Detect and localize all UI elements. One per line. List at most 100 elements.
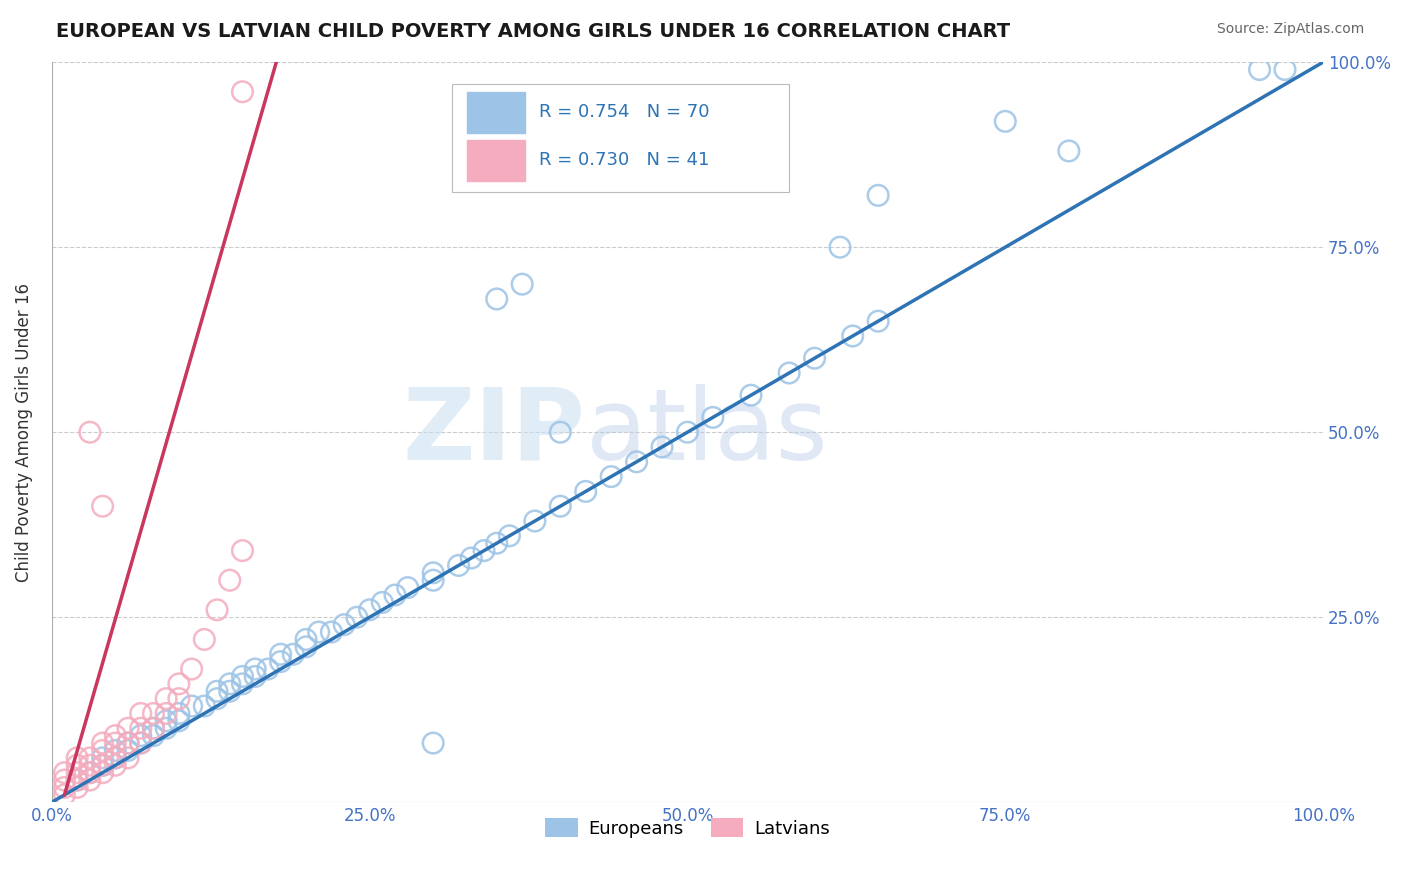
Point — [270, 647, 292, 661]
Point — [651, 440, 673, 454]
Point — [104, 751, 127, 765]
Point — [498, 529, 520, 543]
Point — [371, 595, 394, 609]
Point — [53, 765, 76, 780]
Point — [167, 714, 190, 728]
Point — [104, 729, 127, 743]
Point — [550, 425, 572, 440]
Point — [510, 277, 533, 292]
Point — [79, 773, 101, 788]
Point — [384, 588, 406, 602]
Text: R = 0.754   N = 70: R = 0.754 N = 70 — [538, 103, 709, 121]
Point — [422, 566, 444, 580]
Point — [523, 514, 546, 528]
FancyBboxPatch shape — [467, 140, 524, 181]
Point — [193, 699, 215, 714]
Point — [91, 751, 114, 765]
Point — [485, 536, 508, 550]
Point — [218, 684, 240, 698]
Point — [91, 758, 114, 772]
Point — [91, 736, 114, 750]
Point — [117, 736, 139, 750]
Point — [803, 351, 825, 366]
Point — [346, 610, 368, 624]
Point — [626, 455, 648, 469]
Point — [205, 691, 228, 706]
Point — [167, 691, 190, 706]
Point — [778, 366, 800, 380]
Point — [66, 758, 89, 772]
Point — [129, 706, 152, 721]
Point — [321, 625, 343, 640]
Legend: Europeans, Latvians: Europeans, Latvians — [538, 811, 837, 845]
Point — [155, 714, 177, 728]
Point — [66, 773, 89, 788]
Point — [129, 736, 152, 750]
FancyBboxPatch shape — [453, 85, 789, 192]
Point — [828, 240, 851, 254]
Point — [676, 425, 699, 440]
Point — [117, 721, 139, 735]
Point — [841, 329, 863, 343]
Point — [740, 388, 762, 402]
Point — [205, 684, 228, 698]
Point — [155, 691, 177, 706]
Point — [104, 751, 127, 765]
Point — [283, 647, 305, 661]
FancyBboxPatch shape — [467, 92, 524, 133]
Point — [66, 751, 89, 765]
Point — [155, 721, 177, 735]
Point — [117, 743, 139, 757]
Y-axis label: Child Poverty Among Girls Under 16: Child Poverty Among Girls Under 16 — [15, 283, 32, 582]
Point — [66, 773, 89, 788]
Text: atlas: atlas — [586, 384, 827, 481]
Point — [66, 780, 89, 795]
Point — [53, 788, 76, 802]
Point — [53, 780, 76, 795]
Point — [142, 721, 165, 735]
Text: ZIP: ZIP — [404, 384, 586, 481]
Point — [129, 729, 152, 743]
Point — [142, 706, 165, 721]
Point — [79, 751, 101, 765]
Point — [91, 743, 114, 757]
Text: Source: ZipAtlas.com: Source: ZipAtlas.com — [1216, 22, 1364, 37]
Point — [79, 425, 101, 440]
Point — [231, 677, 253, 691]
Point — [333, 617, 356, 632]
Point — [79, 765, 101, 780]
Point — [868, 188, 890, 202]
Point — [180, 699, 202, 714]
Point — [117, 736, 139, 750]
Point — [702, 410, 724, 425]
Point — [550, 500, 572, 514]
Point — [270, 655, 292, 669]
Point — [308, 625, 330, 640]
Point — [359, 603, 381, 617]
Point — [460, 551, 482, 566]
Point — [447, 558, 470, 573]
Point — [396, 581, 419, 595]
Text: EUROPEAN VS LATVIAN CHILD POVERTY AMONG GIRLS UNDER 16 CORRELATION CHART: EUROPEAN VS LATVIAN CHILD POVERTY AMONG … — [56, 22, 1011, 41]
Point — [91, 500, 114, 514]
Point — [142, 721, 165, 735]
Point — [104, 758, 127, 772]
Point — [167, 706, 190, 721]
Point — [422, 736, 444, 750]
Point — [79, 758, 101, 772]
Point — [243, 662, 266, 676]
Text: R = 0.730   N = 41: R = 0.730 N = 41 — [538, 152, 709, 169]
Point — [129, 721, 152, 735]
Point — [485, 292, 508, 306]
Point — [1057, 144, 1080, 158]
Point — [218, 677, 240, 691]
Point — [231, 543, 253, 558]
Point — [868, 314, 890, 328]
Point — [193, 632, 215, 647]
Point — [472, 543, 495, 558]
Point — [91, 758, 114, 772]
Point — [155, 706, 177, 721]
Point — [295, 632, 318, 647]
Point — [117, 751, 139, 765]
Point — [79, 765, 101, 780]
